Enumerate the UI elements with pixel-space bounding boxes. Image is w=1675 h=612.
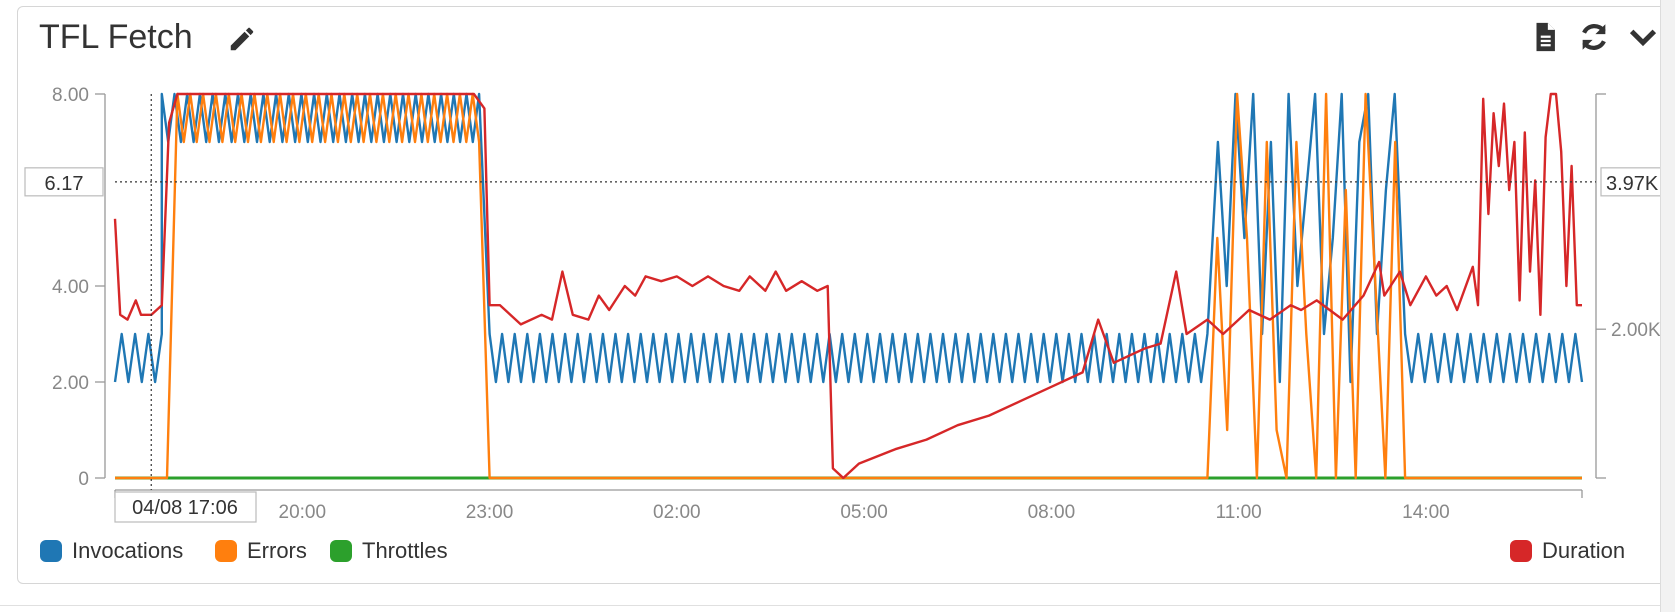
chart-axes: 0 2.00 4.00 8.00 2.00K 20:00 23:00 02:00 05:00 08… <box>52 85 1661 523</box>
chart-series <box>113 92 1584 480</box>
scrollbar[interactable] <box>1660 0 1675 612</box>
y-right-tick-label: 2.00K <box>1611 320 1661 341</box>
series-line-errors <box>115 92 1582 480</box>
legend-label: Errors <box>247 538 307 563</box>
y-tick-label: 8.00 <box>52 85 89 106</box>
legend-label: Duration <box>1542 538 1626 563</box>
crosshair-left-value: 6.17 <box>45 173 84 195</box>
legend-item-invocations[interactable]: Invocations <box>40 538 183 564</box>
crosshair-time-box <box>114 491 257 523</box>
x-tick-label: 05:00 <box>840 502 888 523</box>
chart-crosshair: 6.17 3.97K 04/08 17:06 <box>24 94 1672 523</box>
x-tick-label: 23:00 <box>466 502 514 523</box>
series-line-duration <box>113 92 1582 480</box>
x-tick-label: 02:00 <box>653 502 701 523</box>
divider <box>0 605 1675 606</box>
chevron-down-icon[interactable] <box>1626 20 1660 54</box>
legend-item-errors[interactable]: Errors <box>215 538 307 564</box>
y-tick-label: 4.00 <box>52 277 89 298</box>
legend-swatch-duration <box>1510 540 1532 562</box>
crosshair-right-value: 3.97K <box>1606 173 1659 195</box>
legend-label: Invocations <box>72 538 184 563</box>
legend-item-duration[interactable]: Duration <box>1510 538 1625 564</box>
legend-swatch-invocations <box>40 540 62 562</box>
y-tick-label: 2.00 <box>52 373 89 394</box>
widget-title: TFL Fetch <box>39 18 193 56</box>
x-tick-label: 11:00 <box>1216 502 1262 523</box>
legend-swatch-errors <box>215 540 237 562</box>
legend-item-throttles[interactable]: Throttles <box>330 538 448 564</box>
x-tick-label: 14:00 <box>1402 502 1450 523</box>
crosshair-right-box <box>1600 167 1672 197</box>
document-icon[interactable] <box>1528 20 1562 54</box>
x-tick-label: 08:00 <box>1028 502 1076 523</box>
pencil-icon[interactable] <box>227 24 257 54</box>
legend-swatch-throttles <box>330 540 352 562</box>
crosshair-left-box <box>24 167 104 197</box>
x-tick-label: 20:00 <box>279 502 327 523</box>
y-tick-label: 0 <box>78 469 89 490</box>
legend-label: Throttles <box>362 538 448 563</box>
refresh-icon[interactable] <box>1577 20 1611 54</box>
series-line-invocations <box>113 92 1584 384</box>
crosshair-time-value: 04/08 17:06 <box>132 497 238 519</box>
